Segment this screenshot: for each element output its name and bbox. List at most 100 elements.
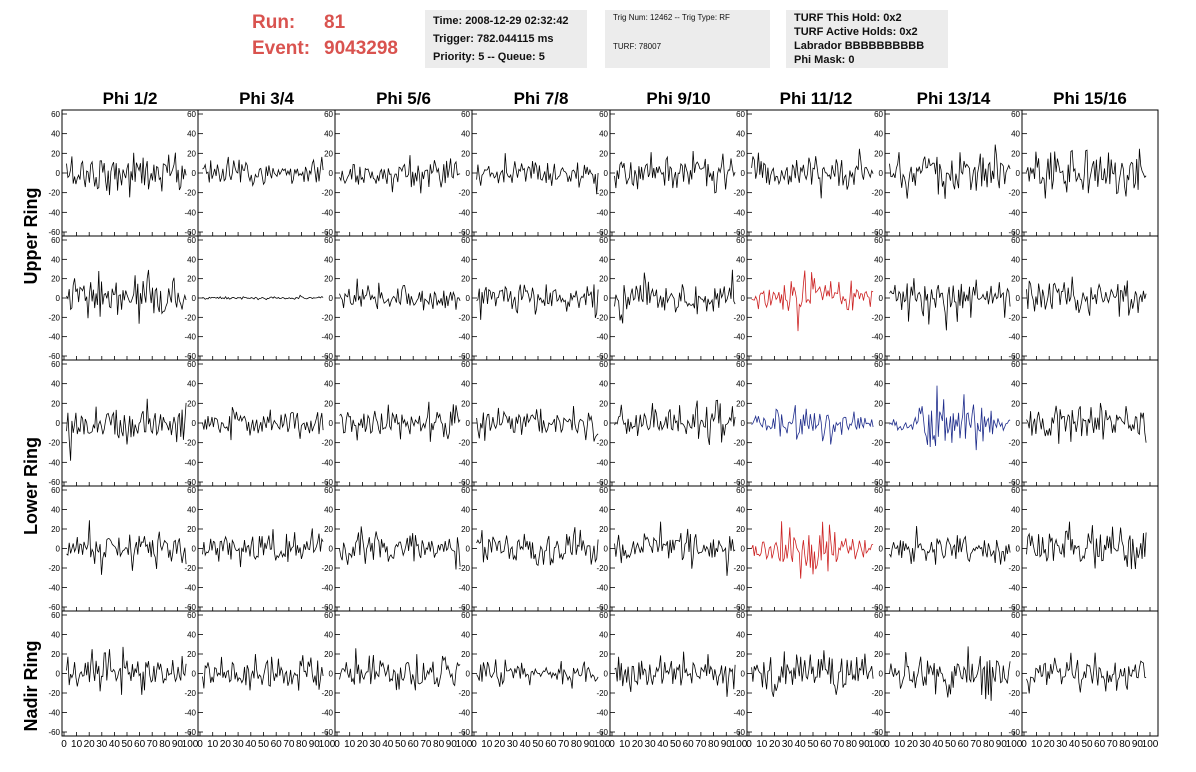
x-tick-label: 100 (456, 739, 473, 750)
y-tick-label: 0 (56, 545, 61, 554)
waveform-trace-r4c3 (340, 526, 461, 569)
y-tick-label: 20 (324, 650, 333, 659)
x-tick-label: 70 (147, 739, 159, 750)
y-tick-label: 40 (461, 631, 470, 640)
x-tick-label: 0 (61, 739, 67, 750)
x-tick-label: 20 (632, 739, 644, 750)
y-tick-label: -20 (321, 439, 333, 448)
y-tick-label: 40 (599, 631, 608, 640)
x-tick-label: 50 (395, 739, 407, 750)
y-tick-label: -40 (48, 458, 60, 467)
y-tick-label: -20 (733, 689, 745, 698)
y-tick-label: 60 (187, 486, 196, 495)
y-tick-label: 20 (187, 399, 196, 408)
waveform-trace-r3c8 (1027, 403, 1147, 444)
y-tick-label: -40 (458, 333, 470, 342)
y-tick-label: 40 (1011, 506, 1020, 515)
y-tick-label: -20 (1008, 564, 1020, 573)
y-tick-label: -40 (871, 458, 883, 467)
waveform-trace-r5c7 (890, 646, 1011, 701)
x-tick-label: 40 (795, 739, 807, 750)
x-tick-label: 0 (471, 739, 477, 750)
waveform-trace-r5c5 (615, 652, 736, 697)
y-tick-label: 40 (599, 380, 608, 389)
y-tick-label: 60 (324, 236, 333, 245)
y-tick-label: -20 (458, 189, 470, 198)
y-tick-label: 40 (874, 255, 883, 264)
x-tick-label: 20 (769, 739, 781, 750)
y-tick-label: 40 (736, 130, 745, 139)
y-tick-label: -40 (48, 709, 60, 718)
waveform-trace-r5c6 (752, 650, 874, 697)
waveform-trace-r3c5 (615, 400, 736, 445)
x-tick-label: 100 (594, 739, 611, 750)
y-tick-label: 60 (461, 486, 470, 495)
y-tick-label: 20 (736, 149, 745, 158)
panel-frame (1022, 611, 1158, 736)
y-tick-label: 60 (51, 110, 60, 119)
y-tick-label: -20 (871, 189, 883, 198)
x-tick-label: 20 (357, 739, 369, 750)
y-tick-label: 20 (51, 149, 60, 158)
y-tick-label: 0 (879, 169, 884, 178)
y-tick-label: 20 (874, 650, 883, 659)
y-tick-label: 60 (324, 486, 333, 495)
x-tick-label: 40 (520, 739, 532, 750)
y-tick-label: 60 (599, 110, 608, 119)
y-tick-label: 20 (599, 399, 608, 408)
y-tick-label: -40 (596, 458, 608, 467)
y-tick-label: 0 (56, 169, 61, 178)
y-tick-label: -20 (596, 689, 608, 698)
y-tick-label: -40 (596, 709, 608, 718)
y-tick-label: 40 (51, 380, 60, 389)
y-tick-label: 20 (187, 275, 196, 284)
waveform-trace-r5c3 (340, 648, 461, 690)
x-tick-label: 60 (820, 739, 832, 750)
y-tick-label: 0 (466, 419, 471, 428)
y-tick-label: -40 (871, 208, 883, 217)
x-tick-label: 80 (159, 739, 171, 750)
x-tick-label: 70 (833, 739, 845, 750)
column-header-2: Phi 3/4 (239, 89, 294, 108)
y-tick-label: 40 (461, 130, 470, 139)
x-tick-label: 100 (182, 739, 199, 750)
column-header-6: Phi 11/12 (780, 89, 853, 108)
x-tick-label: 50 (532, 739, 544, 750)
y-tick-label: -60 (871, 728, 883, 737)
y-tick-label: 40 (51, 255, 60, 264)
y-tick-label: -20 (1008, 189, 1020, 198)
y-tick-label: 60 (1011, 360, 1020, 369)
y-tick-label: 60 (187, 360, 196, 369)
x-tick-label: 100 (319, 739, 336, 750)
y-tick-label: -40 (458, 458, 470, 467)
y-tick-label: -40 (1008, 208, 1020, 217)
y-tick-label: 0 (741, 169, 746, 178)
y-tick-label: 20 (736, 650, 745, 659)
y-tick-label: 0 (879, 294, 884, 303)
x-tick-label: 60 (958, 739, 970, 750)
waveform-trace-r3c3 (340, 402, 461, 442)
y-tick-label: 40 (874, 506, 883, 515)
x-tick-label: 60 (408, 739, 420, 750)
x-tick-label: 80 (983, 739, 995, 750)
y-tick-label: -40 (871, 333, 883, 342)
panel-frame (885, 110, 1022, 236)
y-tick-label: 40 (187, 130, 196, 139)
y-tick-label: 40 (461, 506, 470, 515)
y-tick-label: -20 (48, 564, 60, 573)
waveform-trace-r3c2 (203, 407, 324, 440)
y-tick-label: -20 (321, 564, 333, 573)
y-tick-label: 40 (324, 631, 333, 640)
x-tick-label: 30 (370, 739, 382, 750)
y-tick-label: 0 (329, 294, 334, 303)
y-tick-label: -60 (596, 728, 608, 737)
y-tick-label: 60 (599, 360, 608, 369)
panel-frame (1022, 486, 1158, 611)
y-tick-label: 40 (874, 380, 883, 389)
x-tick-label: 70 (283, 739, 295, 750)
y-tick-label: 0 (1016, 419, 1021, 428)
y-tick-label: 20 (51, 275, 60, 284)
x-tick-label: 80 (296, 739, 308, 750)
y-tick-label: 60 (324, 110, 333, 119)
y-tick-label: -60 (1008, 728, 1020, 737)
